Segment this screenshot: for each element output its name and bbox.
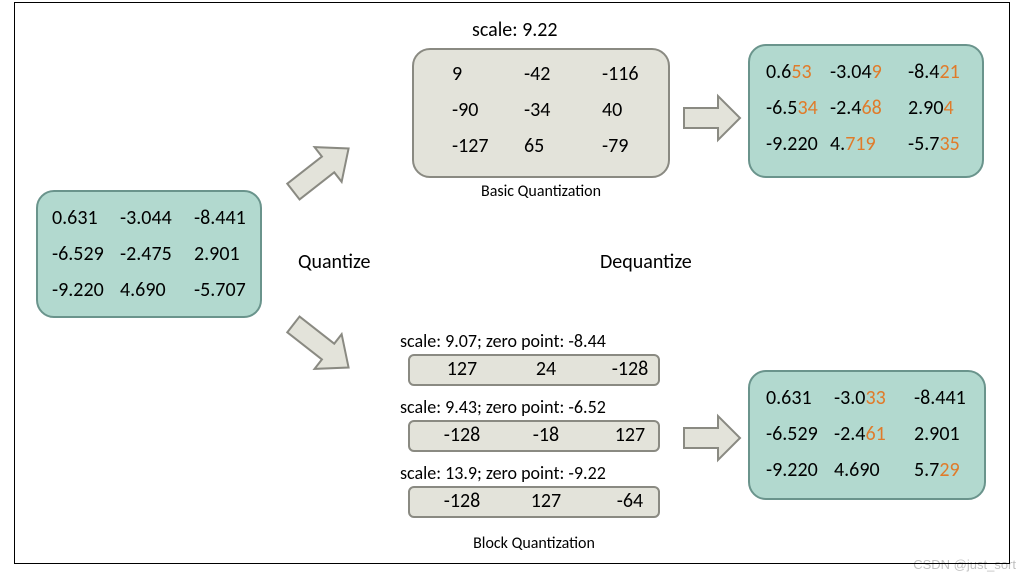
matrix-cell: -34 bbox=[524, 98, 550, 122]
matrix-cell: -8.421 bbox=[908, 60, 960, 84]
matrix-cell: -8.441 bbox=[194, 206, 246, 230]
matrix-cell: -9.220 bbox=[52, 278, 104, 302]
block-row-cell: -128 bbox=[430, 489, 494, 513]
matrix-cell: 0.631 bbox=[766, 386, 812, 410]
block-row-cell: 127 bbox=[598, 423, 662, 447]
matrix-cell: -8.441 bbox=[914, 386, 966, 410]
matrix-cell: 0.653 bbox=[766, 60, 812, 84]
matrix-cell: -2.475 bbox=[120, 242, 172, 266]
matrix-cell: -5.707 bbox=[194, 278, 246, 302]
matrix-cell: -3.033 bbox=[834, 386, 886, 410]
block-row-label: scale: 13.9; zero point: -9.22 bbox=[400, 462, 606, 484]
matrix-cell: -79 bbox=[602, 134, 628, 158]
matrix-cell: -42 bbox=[524, 62, 550, 86]
block-row-cell: 24 bbox=[514, 357, 578, 381]
block-row-cell: -64 bbox=[598, 489, 662, 513]
arrow-to-block bbox=[276, 306, 366, 386]
basic-scale-label: scale: 9.22 bbox=[472, 18, 558, 42]
matrix-cell: 2.904 bbox=[908, 96, 954, 120]
label-dequantize: Dequantize bbox=[600, 250, 692, 274]
matrix-cell: 5.729 bbox=[914, 458, 960, 482]
block-row-cell: 127 bbox=[514, 489, 578, 513]
matrix-cell: -6.529 bbox=[52, 242, 104, 266]
matrix-cell: -2.468 bbox=[830, 96, 882, 120]
matrix-cell: 4.719 bbox=[830, 132, 876, 156]
matrix-cell: 40 bbox=[602, 98, 622, 122]
block-row-cell: -128 bbox=[598, 357, 662, 381]
matrix-cell: 2.901 bbox=[194, 242, 240, 266]
matrix-cell: -3.044 bbox=[120, 206, 172, 230]
matrix-cell: 4.690 bbox=[120, 278, 166, 302]
label-quantize: Quantize bbox=[298, 250, 370, 274]
block-row-label: scale: 9.43; zero point: -6.52 bbox=[400, 396, 606, 418]
block-caption: Block Quantization bbox=[408, 534, 660, 553]
matrix-cell: -3.049 bbox=[830, 60, 882, 84]
block-row-label: scale: 9.07; zero point: -8.44 bbox=[400, 330, 606, 352]
matrix-cell: 9 bbox=[452, 62, 462, 86]
block-row-cell: 127 bbox=[430, 357, 494, 381]
matrix-cell: 2.901 bbox=[914, 422, 960, 446]
matrix-cell: 65 bbox=[524, 134, 544, 158]
matrix-cell: -9.220 bbox=[766, 458, 818, 482]
watermark: CSDN @just_sort bbox=[913, 557, 1016, 572]
arrow-block-out bbox=[680, 410, 744, 466]
matrix-cell: -2.461 bbox=[834, 422, 886, 446]
block-row-cell: -18 bbox=[514, 423, 578, 447]
arrow-to-basic bbox=[276, 130, 366, 210]
block-row-cell: -128 bbox=[430, 423, 494, 447]
matrix-cell: 4.690 bbox=[834, 458, 880, 482]
matrix-cell: -116 bbox=[602, 62, 639, 86]
matrix-cell: -9.220 bbox=[766, 132, 818, 156]
matrix-cell: -6.534 bbox=[766, 96, 818, 120]
basic-caption: Basic Quantization bbox=[412, 182, 670, 201]
matrix-cell: -6.529 bbox=[766, 422, 818, 446]
matrix-cell: 0.631 bbox=[52, 206, 98, 230]
arrow-basic-out bbox=[680, 90, 744, 146]
matrix-cell: -90 bbox=[452, 98, 478, 122]
matrix-cell: -127 bbox=[452, 134, 489, 158]
matrix-cell: -5.735 bbox=[908, 132, 960, 156]
